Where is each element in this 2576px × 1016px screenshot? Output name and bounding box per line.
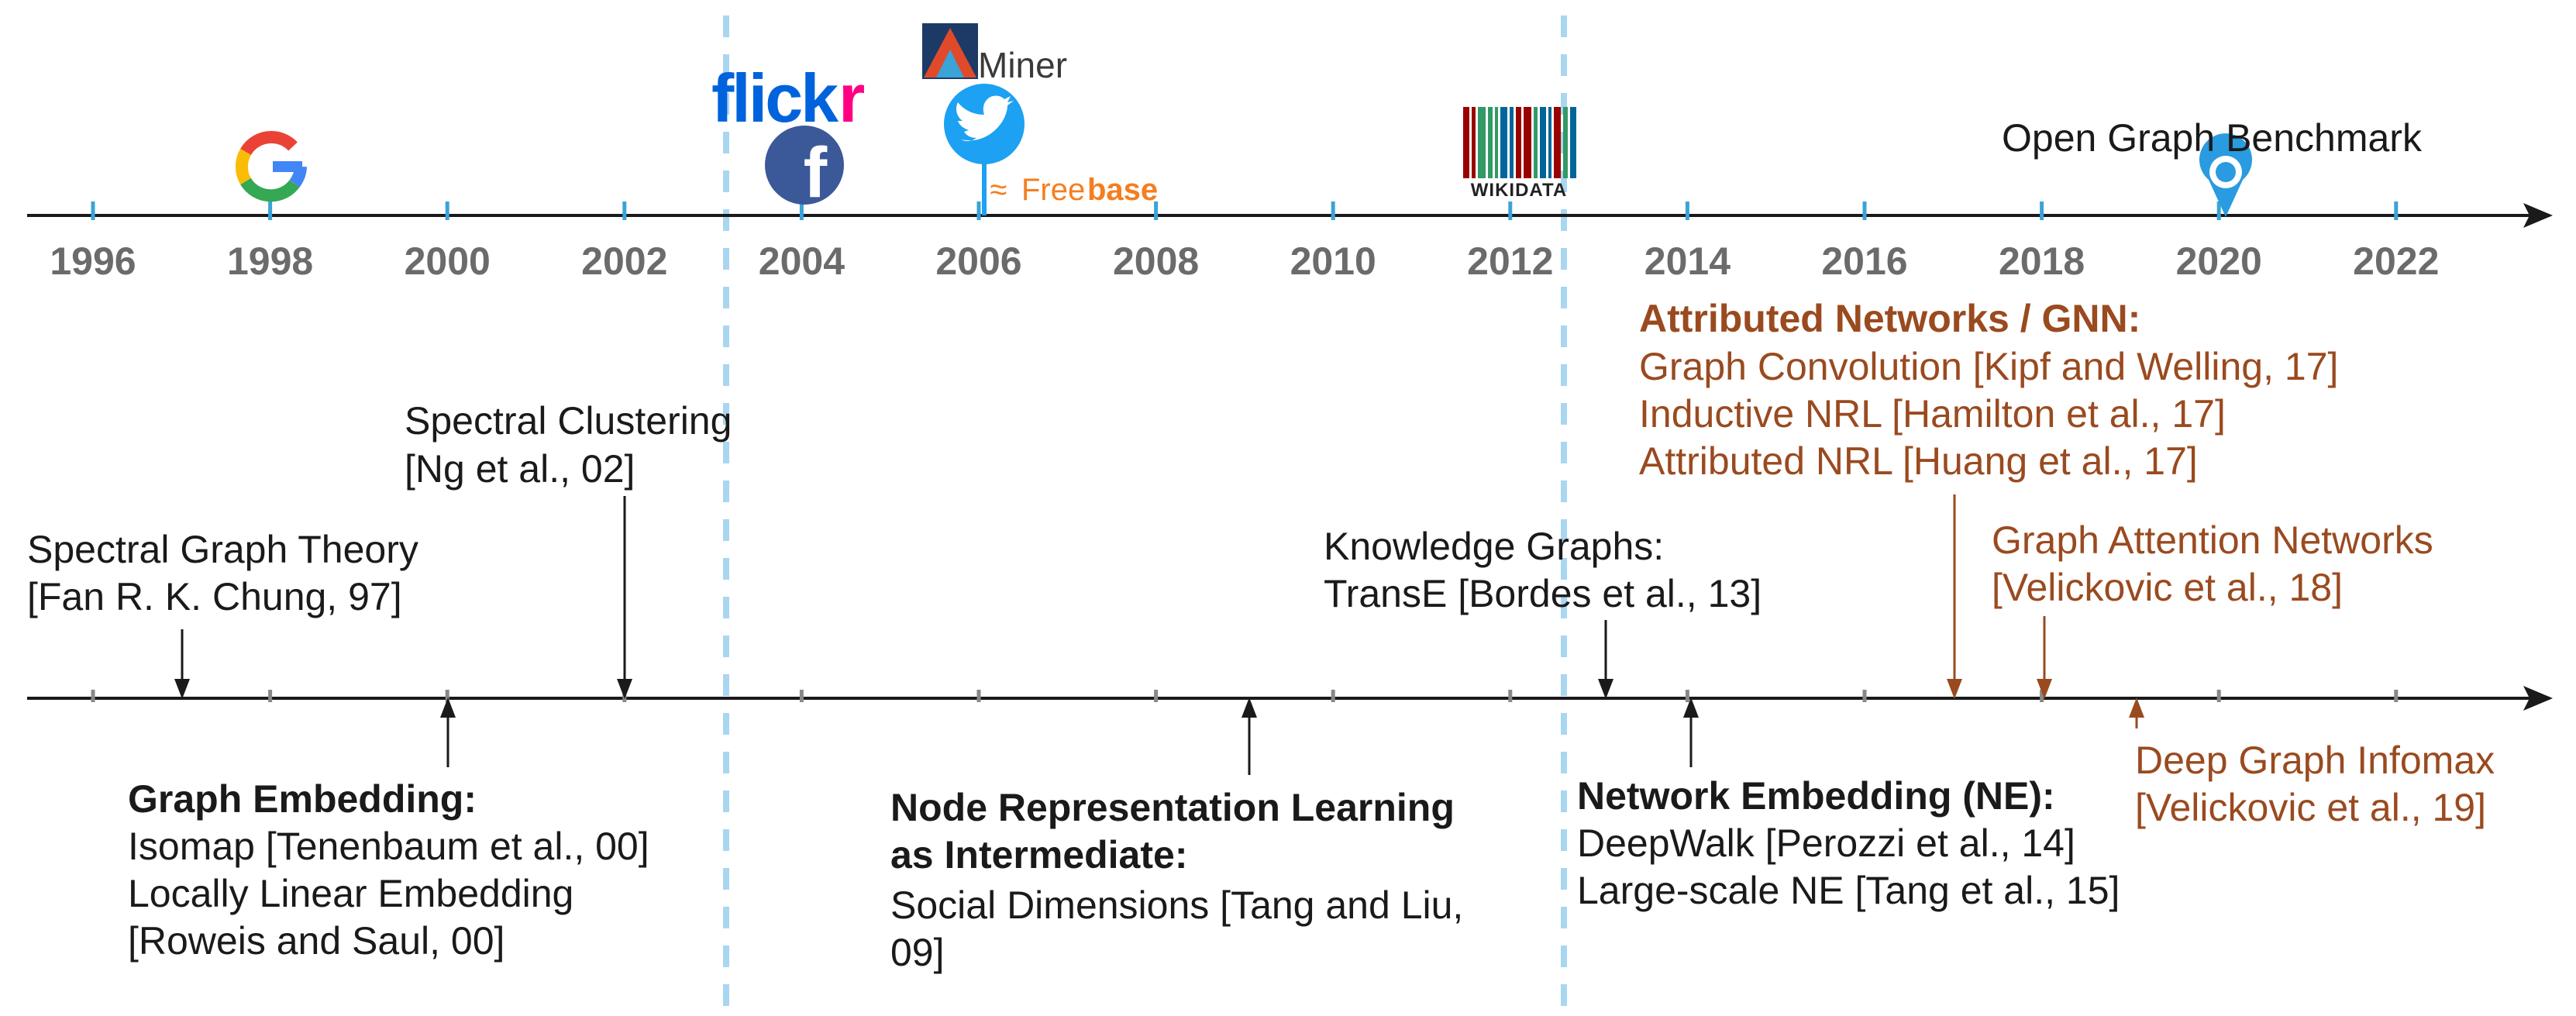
year-label-2004: 2004 xyxy=(759,239,845,283)
svg-text:f: f xyxy=(804,133,828,212)
year-label-2006: 2006 xyxy=(935,239,1021,283)
ogb-label: Open Graph Benchmark xyxy=(2002,116,2423,160)
svg-text:base: base xyxy=(1087,173,1158,207)
spectral-clustering-ref: [Ng et al., 02] xyxy=(405,447,635,491)
wikidata-bar xyxy=(1570,107,1576,178)
node-representation-title-1: Node Representation Learning xyxy=(890,786,1455,829)
facebook-logo: f xyxy=(765,126,844,212)
graph-embedding-item-3: [Roweis and Saul, 00] xyxy=(128,919,505,963)
wikidata-bar xyxy=(1534,107,1538,178)
svg-text:Miner: Miner xyxy=(978,45,1067,85)
graph-embedding-item-2: Locally Linear Embedding xyxy=(128,872,573,915)
network-embedding-item-1: DeepWalk [Perozzi et al., 14] xyxy=(1577,821,2075,865)
wikidata-bar xyxy=(1463,107,1469,178)
svg-text:flick: flick xyxy=(711,60,839,136)
graph-embedding-title: Graph Embedding: xyxy=(128,777,477,821)
year-label-2002: 2002 xyxy=(581,239,667,283)
top-axis-arrowhead xyxy=(2523,203,2553,228)
svg-text:≈: ≈ xyxy=(990,173,1007,207)
year-label-2008: 2008 xyxy=(1113,239,1199,283)
node-representation-item-2: 09] xyxy=(890,931,945,974)
year-label-2018: 2018 xyxy=(1999,239,2085,283)
year-label-2022: 2022 xyxy=(2353,239,2439,283)
graph-attention-title: Graph Attention Networks xyxy=(1992,518,2433,562)
network-embedding-title: Network Embedding (NE): xyxy=(1577,774,2055,818)
wikidata-bar xyxy=(1554,107,1561,178)
wikidata-bar xyxy=(1510,107,1514,178)
google-g-logo xyxy=(235,130,307,202)
wikidata-bar xyxy=(1524,107,1531,178)
year-label-2000: 2000 xyxy=(405,239,491,283)
year-label-1998: 1998 xyxy=(227,239,313,283)
node-representation-item-1: Social Dimensions [Tang and Liu, xyxy=(890,883,1463,927)
node-representation-title-2: as Intermediate: xyxy=(890,833,1187,877)
freebase-logo: ≈ Free base xyxy=(990,173,1158,207)
wikidata-bar xyxy=(1540,107,1546,178)
deep-graph-infomax-ref: [Velickovic et al., 19] xyxy=(2135,786,2486,829)
wikidata-bar xyxy=(1495,107,1498,178)
wikidata-barcode-logo: WIKIDATA xyxy=(1463,107,1576,201)
wikidata-bar xyxy=(1516,107,1521,178)
wikidata-bar xyxy=(1488,107,1493,178)
year-label-2010: 2010 xyxy=(1290,239,1376,283)
attributed-networks-title: Attributed Networks / GNN: xyxy=(1639,297,2140,340)
year-labels: 1996 1998 2000 2002 2004 2006 2008 2010 2012 2014… xyxy=(50,239,2439,283)
graph-embedding-item-1: Isomap [Tenenbaum et al., 00] xyxy=(128,825,649,868)
location-pin-icon xyxy=(2199,133,2252,217)
network-embedding-item-2: Large-scale NE [Tang et al., 15] xyxy=(1577,869,2120,912)
year-label-2012: 2012 xyxy=(1467,239,1553,283)
deep-graph-infomax-title: Deep Graph Infomax xyxy=(2135,739,2495,782)
knowledge-graphs-title: Knowledge Graphs: xyxy=(1324,525,1664,568)
svg-text:Free: Free xyxy=(1021,173,1085,207)
year-label-2014: 2014 xyxy=(1644,239,1731,283)
year-label-1996: 1996 xyxy=(50,239,136,283)
flickr-logo: flick r xyxy=(711,60,865,136)
attributed-networks-item-1: Graph Convolution [Kipf and Welling, 17] xyxy=(1639,345,2338,388)
year-label-2020: 2020 xyxy=(2176,239,2262,283)
wikidata-bar xyxy=(1548,107,1551,178)
top-ticks xyxy=(91,201,2399,220)
wikidata-bar xyxy=(1478,107,1486,178)
knowledge-graphs-ref: TransE [Bordes et al., 13] xyxy=(1324,572,1762,615)
svg-text:WIKIDATA: WIKIDATA xyxy=(1471,180,1567,201)
aminer-logo: Miner xyxy=(922,23,1067,85)
graph-attention-ref: [Velickovic et al., 18] xyxy=(1992,566,2343,609)
attributed-networks-item-2: Inductive NRL [Hamilton et al., 17] xyxy=(1639,392,2226,436)
spectral-graph-theory-title: Spectral Graph Theory xyxy=(27,528,418,571)
svg-text:r: r xyxy=(839,60,865,136)
bottom-axis-arrowhead xyxy=(2523,686,2553,711)
wikidata-bar xyxy=(1472,107,1476,178)
twitter-bird-logo xyxy=(944,84,1025,215)
bottom-ticks xyxy=(91,690,2399,702)
spectral-clustering-title: Spectral Clustering xyxy=(405,399,732,443)
year-label-2016: 2016 xyxy=(1821,239,1907,283)
spectral-graph-theory-ref: [Fan R. K. Chung, 97] xyxy=(27,575,402,618)
attributed-networks-item-3: Attributed NRL [Huang et al., 17] xyxy=(1639,439,2198,483)
wikidata-bar xyxy=(1500,107,1507,178)
wikidata-bar xyxy=(1563,107,1568,178)
